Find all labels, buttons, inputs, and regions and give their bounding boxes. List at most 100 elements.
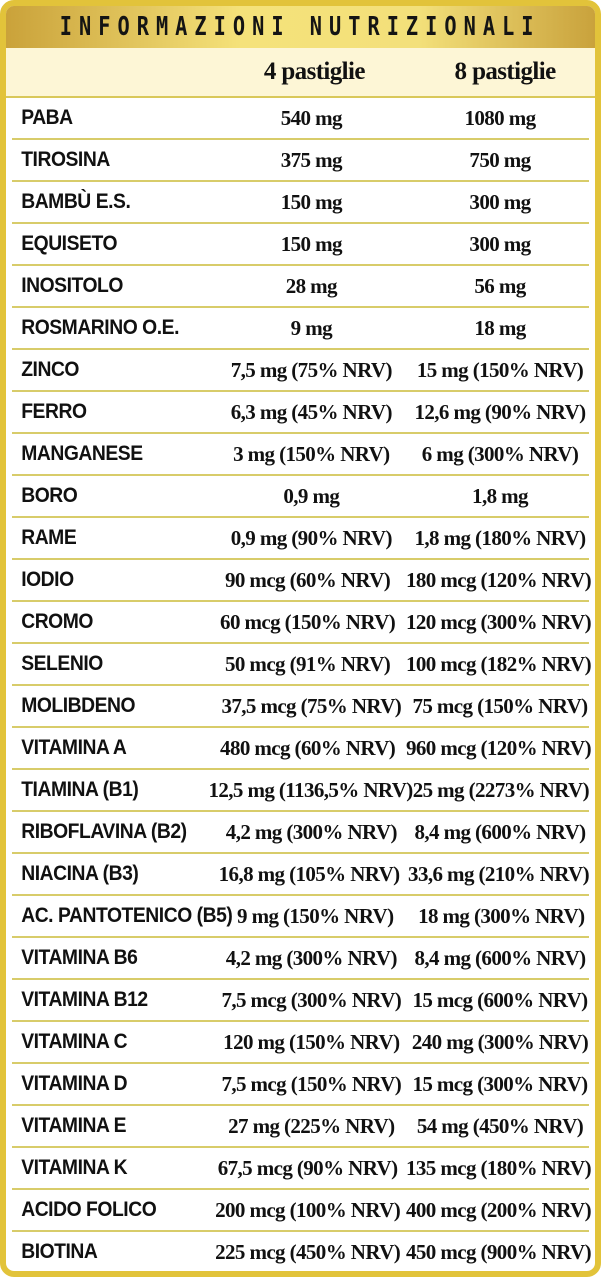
header-cell-8-tablets: 8 pastiglie	[454, 58, 557, 85]
amount-8-tablets: 1,8 mg (180% NRV)	[414, 525, 586, 550]
amount-8-tablets: 18 mg	[474, 315, 526, 340]
amount-8-tablets: 1,8 mg	[472, 483, 529, 508]
amount-8-tablets: 300 mg	[469, 189, 531, 214]
amount-8-tablets: 135 mcg (180% NRV)	[406, 1155, 592, 1180]
amount-8-tablets: 300 mg	[469, 231, 531, 256]
amount-8-tablets: 33,6 mg (210% NRV)	[408, 861, 590, 886]
amount-8-tablets: 240 mg (300% NRV)	[411, 1029, 589, 1054]
amount-8-tablets: 25 mg (2273% NRV)	[412, 777, 590, 802]
nutrient-name: IODIO	[21, 568, 74, 591]
table-row: RIBOFLAVINA (B2) 4,2 mg (300% NRV) 8,4 mg …	[12, 812, 589, 854]
amount-4-tablets: 150 mg	[280, 189, 343, 214]
nutrient-name: ROSMARINO O.E.	[21, 316, 179, 339]
table-row: VITAMINA D 7,5 mcg (150% NRV) 15 mcg (300%…	[12, 1064, 589, 1106]
amount-8-tablets: 18 mg (300% NRV)	[418, 903, 585, 928]
nutrient-name: EQUISETO	[21, 232, 118, 255]
nutrient-name: SELENIO	[21, 652, 103, 675]
nutrient-name: INOSITOLO	[21, 274, 123, 297]
table-row: ROSMARINO O.E. 9 mg 18 mg	[12, 308, 589, 350]
header-row: 4 pastiglie 8 pastiglie	[6, 48, 595, 98]
nutrient-name: TIAMINA (B1)	[21, 778, 139, 801]
amount-8-tablets: 450 mcg (900% NRV)	[406, 1239, 592, 1264]
table-row: VITAMINA A 480 mcg (60% NRV) 960 mcg (120%…	[12, 728, 592, 770]
table-row: VITAMINA K 67,5 mcg (90% NRV) 135 mcg (180…	[12, 1148, 592, 1190]
amount-4-tablets: 225 mcg (450% NRV)	[215, 1239, 401, 1264]
amount-4-tablets: 4,2 mg (300% NRV)	[225, 945, 398, 970]
nutrient-name: VITAMINA K	[21, 1156, 128, 1179]
table-row: VITAMINA C 120 mg (150% NRV) 240 mg (300% …	[12, 1022, 589, 1064]
amount-8-tablets: 180 mcg (120% NRV)	[406, 567, 592, 592]
nutrient-name: FERRO	[21, 400, 87, 423]
amount-4-tablets: 0,9 mg	[283, 483, 340, 508]
amount-8-tablets: 750 mg	[469, 147, 531, 172]
header-cell-4-tablets: 4 pastiglie	[263, 58, 366, 85]
table-row: EQUISETO 150 mg 300 mg	[12, 224, 589, 266]
amount-4-tablets: 6,3 mg (45% NRV)	[230, 399, 393, 424]
table-row: AC. PANTOTENICO (B5) 9 mg (150% NRV) 18 mg…	[12, 896, 589, 938]
amount-8-tablets: 6 mg (300% NRV)	[421, 441, 579, 466]
table-row: BIOTINA 225 mcg (450% NRV) 450 mcg (900% N…	[12, 1232, 592, 1271]
amount-4-tablets: 200 mcg (100% NRV)	[215, 1197, 401, 1222]
table-row: TIROSINA 375 mg 750 mg	[12, 140, 589, 182]
title-bar: INFORMAZIONI NUTRIZIONALI	[6, 6, 595, 48]
nutrient-name: VITAMINA B12	[21, 988, 148, 1011]
nutrient-name: VITAMINA B6	[21, 946, 138, 969]
amount-4-tablets: 9 mg	[290, 315, 333, 340]
amount-4-tablets: 7,5 mg (75% NRV)	[230, 357, 393, 382]
nutrient-name: BORO	[21, 484, 78, 507]
table-row: CROMO 60 mcg (150% NRV) 120 mcg (300% NRV)	[12, 602, 592, 644]
table-row: MOLIBDENO 37,5 mcg (75% NRV) 75 mcg (150% …	[12, 686, 589, 728]
amount-8-tablets: 15 mg (150% NRV)	[416, 357, 584, 382]
nutrient-name: VITAMINA C	[21, 1030, 128, 1053]
amount-4-tablets: 7,5 mcg (150% NRV)	[221, 1071, 402, 1096]
amount-8-tablets: 12,6 mg (90% NRV)	[414, 399, 586, 424]
table-row: MANGANESE 3 mg (150% NRV) 6 mg (300% NRV)	[12, 434, 589, 476]
table-row: BORO 0,9 mg 1,8 mg	[12, 476, 589, 518]
amount-8-tablets: 100 mcg (182% NRV)	[406, 651, 592, 676]
amount-4-tablets: 37,5 mcg (75% NRV)	[221, 693, 402, 718]
nutrient-name: VITAMINA D	[21, 1072, 128, 1095]
table-row: SELENIO 50 mcg (91% NRV) 100 mcg (182% NRV…	[12, 644, 592, 686]
amount-4-tablets: 0,9 mg (90% NRV)	[230, 525, 393, 550]
nutrient-name: NIACINA (B3)	[21, 862, 139, 885]
amount-4-tablets: 28 mg	[285, 273, 338, 298]
table-title: INFORMAZIONI NUTRIZIONALI	[60, 12, 541, 42]
nutrient-name: ACIDO FOLICO	[21, 1198, 157, 1221]
table-row: FERRO 6,3 mg (45% NRV) 12,6 mg (90% NRV)	[12, 392, 589, 434]
nutrient-name: AC. PANTOTENICO (B5)	[21, 904, 233, 927]
nutrient-name: CROMO	[21, 610, 93, 633]
table-row: BAMBÙ E.S. 150 mg 300 mg	[12, 182, 589, 224]
nutrient-name: RIBOFLAVINA (B2)	[21, 820, 187, 843]
amount-8-tablets: 56 mg	[474, 273, 526, 298]
amount-8-tablets: 120 mcg (300% NRV)	[406, 609, 592, 634]
amount-8-tablets: 400 mcg (200% NRV)	[406, 1197, 592, 1222]
amount-8-tablets: 54 mg (450% NRV)	[416, 1113, 584, 1138]
table-row: TIAMINA (B1) 12,5 mg (1136,5% NRV) 25 mg (…	[12, 770, 590, 812]
amount-8-tablets: 1080 mg	[464, 105, 536, 130]
amount-8-tablets: 75 mcg (150% NRV)	[412, 693, 588, 718]
table-row: ACIDO FOLICO 200 mcg (100% NRV) 400 mcg (2…	[12, 1190, 592, 1232]
nutrient-name: RAME	[21, 526, 77, 549]
amount-4-tablets: 7,5 mcg (300% NRV)	[221, 987, 402, 1012]
amount-4-tablets: 9 mg (150% NRV)	[237, 903, 394, 928]
table-body: PABA 540 mg 1080 mg TIROSINA 375 mg 750 mg BAM…	[6, 98, 595, 1271]
amount-8-tablets: 8,4 mg (600% NRV)	[414, 819, 586, 844]
amount-4-tablets: 60 mcg (150% NRV)	[220, 609, 396, 634]
nutrient-name: VITAMINA A	[21, 736, 127, 759]
table-row: IODIO 90 mcg (60% NRV) 180 mcg (120% NRV)	[12, 560, 592, 602]
nutrient-name: BAMBÙ E.S.	[21, 190, 131, 213]
amount-8-tablets: 960 mcg (120% NRV)	[406, 735, 592, 760]
table-row: RAME 0,9 mg (90% NRV) 1,8 mg (180% NRV)	[12, 518, 589, 560]
table-row: NIACINA (B3) 16,8 mg (105% NRV) 33,6 mg (2…	[12, 854, 590, 896]
nutrient-name: MOLIBDENO	[21, 694, 136, 717]
nutrient-name: TIROSINA	[21, 148, 110, 171]
table-row: VITAMINA B6 4,2 mg (300% NRV) 8,4 mg (600%…	[12, 938, 589, 980]
amount-4-tablets: 150 mg	[280, 231, 343, 256]
amount-8-tablets: 15 mcg (300% NRV)	[412, 1071, 588, 1096]
amount-4-tablets: 4,2 mg (300% NRV)	[225, 819, 398, 844]
table-row: ZINCO 7,5 mg (75% NRV) 15 mg (150% NRV)	[12, 350, 589, 392]
nutrient-name: ZINCO	[21, 358, 80, 381]
amount-4-tablets: 375 mg	[280, 147, 343, 172]
amount-4-tablets: 120 mg (150% NRV)	[223, 1029, 400, 1054]
